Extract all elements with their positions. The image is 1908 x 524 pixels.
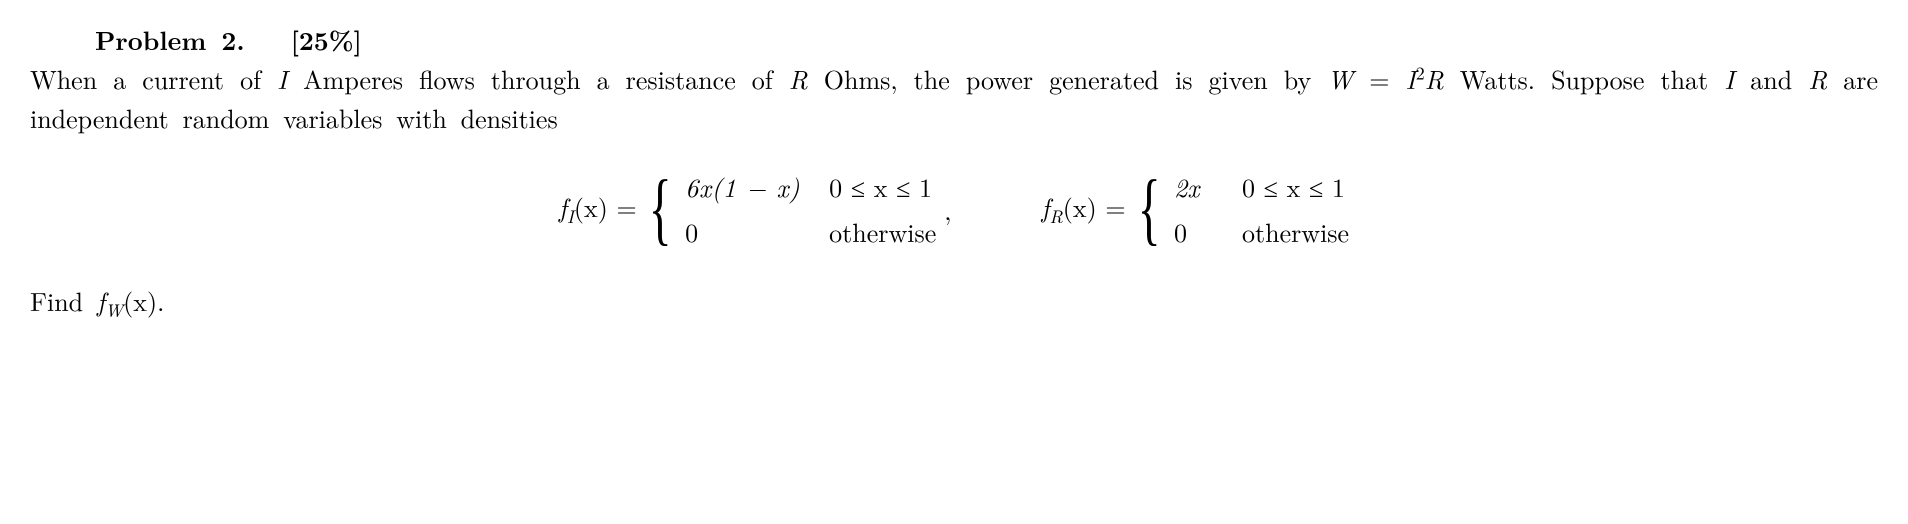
- case-cond: 0 ≤ x ≤ 1: [1242, 167, 1345, 206]
- case-expr: 2x: [1174, 167, 1218, 206]
- case-row: 2x 0 ≤ x ≤ 1: [1174, 167, 1349, 206]
- text: Watts. Suppose that: [1444, 60, 1724, 97]
- case-expr: 6x(1 − x): [685, 167, 805, 206]
- density-fR: fR(x) = { 2x 0 ≤ x ≤ 1 0 otherwise: [1042, 167, 1350, 251]
- final-instruction: Find fW(x).: [30, 281, 1878, 324]
- equals: =: [1353, 60, 1405, 97]
- superscript-2: 2: [1416, 59, 1425, 85]
- var-R: R: [789, 60, 808, 97]
- problem-label: Problem 2.: [95, 21, 245, 58]
- case-cond: 0 ≤ x ≤ 1: [829, 167, 932, 206]
- text: and: [1734, 60, 1808, 97]
- var-R-2: R: [1808, 60, 1827, 97]
- sub-R: R: [1049, 204, 1062, 229]
- text: Ohms, the power generated is given by: [808, 60, 1328, 97]
- fn-arg: (x).: [123, 282, 164, 319]
- case-cond: otherwise: [1242, 212, 1349, 251]
- text: Amperes flows through a resistance of: [287, 60, 789, 97]
- fn-arg: (x) =: [574, 188, 637, 225]
- cases-fI: 6x(1 − x) 0 ≤ x ≤ 1 0 otherwise: [685, 167, 936, 251]
- text: Find: [30, 282, 97, 319]
- fn-f: f: [559, 188, 567, 225]
- problem-points: [25%]: [291, 21, 362, 58]
- var-R2: R: [1425, 60, 1444, 97]
- case-expr: 0: [685, 212, 805, 251]
- var-I: I: [277, 60, 287, 97]
- sub-W: W: [105, 298, 123, 323]
- math-display: fI(x) = { 6x(1 − x) 0 ≤ x ≤ 1 0 otherwis…: [30, 167, 1878, 251]
- comma: ,: [944, 190, 951, 229]
- case-row: 0 otherwise: [685, 212, 936, 251]
- text: When a current of: [30, 60, 277, 97]
- fn-arg: (x) =: [1063, 188, 1126, 225]
- problem-body: When a current of I Amperes flows throug…: [30, 59, 1878, 137]
- var-I-sq: I: [1406, 60, 1416, 97]
- cases-fR: 2x 0 ≤ x ≤ 1 0 otherwise: [1174, 167, 1349, 251]
- case-row: 6x(1 − x) 0 ≤ x ≤ 1: [685, 167, 936, 206]
- var-W: W: [1327, 60, 1353, 97]
- var-I-2: I: [1724, 60, 1734, 97]
- fn-f: f: [97, 282, 105, 319]
- sub-I: I: [567, 204, 574, 229]
- case-row: 0 otherwise: [1174, 212, 1349, 251]
- density-fI: fI(x) = { 6x(1 − x) 0 ≤ x ≤ 1 0 otherwis…: [559, 167, 952, 251]
- case-cond: otherwise: [829, 212, 936, 251]
- case-expr: 0: [1174, 212, 1218, 251]
- problem-header: Problem 2. [25%]: [30, 20, 1878, 59]
